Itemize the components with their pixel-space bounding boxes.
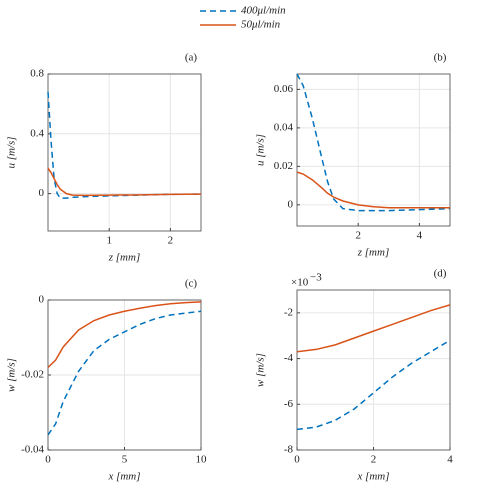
panel-label: (c)	[185, 278, 198, 290]
data-line	[47, 91, 202, 199]
legend-label: 400μl/min	[241, 5, 286, 17]
x-tick-label: 10	[196, 454, 208, 466]
x-tick-label: 2	[371, 454, 377, 466]
y-tick-label: -2	[284, 306, 293, 318]
x-tick-label: 1	[106, 235, 112, 247]
data-line	[296, 171, 450, 209]
plot-frame	[47, 299, 202, 451]
panel-label: (a)	[185, 52, 198, 64]
data-line	[296, 339, 451, 431]
y-tick-label: 0.8	[30, 68, 44, 80]
x-tick-label: 0	[294, 454, 300, 466]
data-line	[296, 73, 451, 212]
x-tick-label: 2	[168, 235, 174, 247]
y-tick-label: -8	[284, 444, 294, 456]
plot-frame	[47, 73, 202, 232]
x-axis-label: z [mm]	[108, 252, 140, 264]
y-tick-label: -4	[284, 352, 294, 364]
data-line	[47, 167, 202, 197]
x-tick-label: 5	[122, 454, 128, 466]
data-line	[296, 304, 451, 353]
panel-label: (d)	[434, 268, 447, 280]
x-tick-label: 4	[417, 230, 423, 242]
y-tick-label: 0.02	[274, 160, 293, 172]
y-tick-label: 0.4	[30, 127, 44, 139]
y-axis-label: w [m/s]	[6, 358, 18, 392]
legend-label: 50μl/min	[241, 19, 281, 31]
x-axis-label: x [mm]	[107, 471, 140, 483]
y-tick-label: 0	[39, 294, 45, 306]
y-axis-label: u [m/s]	[6, 136, 18, 168]
plot-frame	[296, 289, 451, 451]
y-tick-label: 0.06	[274, 83, 294, 95]
y-tick-label: -6	[284, 398, 294, 410]
y-tick-label: 0	[288, 198, 294, 210]
y-tick-label: 0	[39, 187, 45, 199]
y-exponent: −3	[310, 272, 322, 284]
x-tick-label: 0	[45, 454, 51, 466]
data-line	[47, 310, 202, 436]
x-tick-label: 2	[355, 230, 361, 242]
y-tick-label: -0.02	[21, 369, 44, 381]
data-line	[47, 301, 202, 369]
y-axis-label: u [m/s]	[255, 134, 267, 166]
y-multiplier: ×10	[291, 277, 309, 289]
plot-frame	[296, 73, 451, 227]
x-tick-label: 4	[447, 454, 453, 466]
x-axis-label: x [mm]	[356, 471, 389, 483]
x-axis-label: z [mm]	[357, 247, 389, 259]
y-tick-label: 0.04	[274, 121, 294, 133]
y-tick-label: -0.04	[21, 444, 44, 456]
panel-label: (b)	[434, 52, 447, 64]
y-axis-label: w [m/s]	[255, 353, 267, 387]
